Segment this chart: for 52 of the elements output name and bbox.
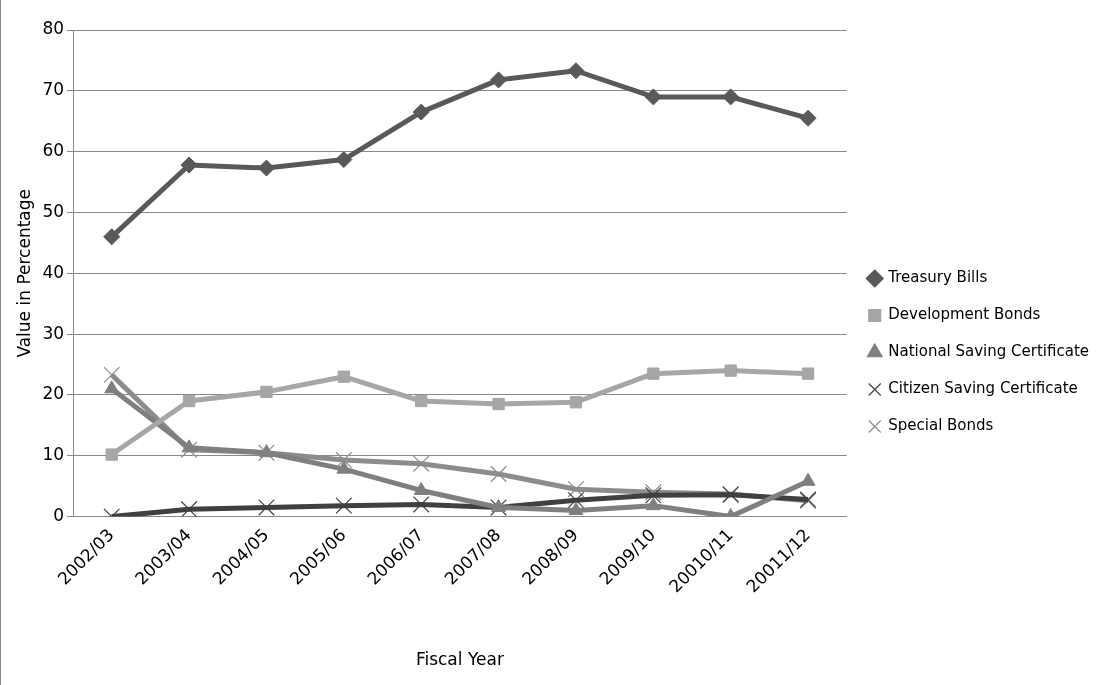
point — [490, 71, 508, 89]
y-tick-label: 0 — [53, 505, 65, 526]
point — [567, 491, 585, 509]
point — [567, 62, 585, 80]
point — [103, 366, 121, 384]
point — [104, 380, 120, 394]
legend-label: Development Bonds — [888, 305, 1041, 324]
point — [724, 364, 737, 377]
point — [645, 497, 661, 511]
point — [335, 151, 353, 169]
point — [181, 439, 197, 453]
point — [568, 502, 584, 516]
point — [335, 451, 353, 469]
point — [569, 396, 583, 409]
x-axis-title: Fiscal Year — [415, 649, 504, 670]
point — [180, 500, 198, 517]
point — [105, 448, 118, 461]
point — [259, 444, 274, 458]
point — [258, 499, 275, 516]
y-tick-label: 60 — [42, 140, 65, 161]
point — [644, 88, 662, 106]
y-tick-label: 30 — [42, 322, 65, 343]
point — [412, 455, 430, 473]
point — [490, 465, 507, 483]
y-tick-label: 50 — [42, 200, 65, 221]
point — [412, 103, 430, 121]
legend-label: Special Bonds — [888, 416, 994, 435]
point — [337, 370, 350, 383]
legend-label: Citizen Saving Certificate — [888, 379, 1078, 398]
point — [182, 394, 196, 408]
legend-label: National Saving Certificate — [888, 342, 1090, 361]
point — [647, 367, 660, 380]
point — [567, 480, 585, 498]
point — [415, 394, 428, 408]
y-tick-label: 80 — [42, 18, 65, 39]
point — [335, 497, 353, 515]
point — [103, 228, 121, 246]
legend-label: Treasury Bills — [887, 268, 988, 287]
point — [260, 385, 273, 399]
point — [799, 109, 817, 127]
y-tick-label: 40 — [42, 261, 65, 282]
y-tick-label: 10 — [42, 444, 65, 465]
point — [801, 367, 815, 380]
y-axis-title: Value in Percentage — [13, 188, 34, 358]
point — [180, 156, 198, 174]
point — [336, 460, 352, 474]
point — [722, 88, 740, 106]
point — [412, 496, 430, 513]
point — [492, 397, 505, 411]
point — [258, 444, 275, 462]
y-tick-label: 70 — [42, 79, 65, 100]
y-tick-label: 20 — [42, 383, 65, 404]
